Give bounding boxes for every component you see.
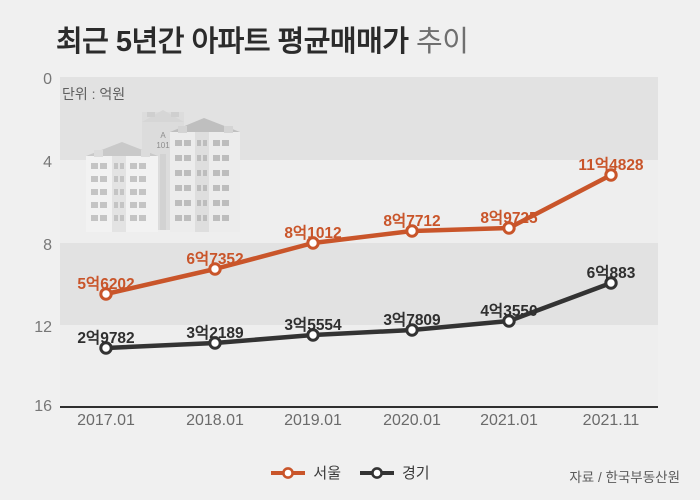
data-label-gyeonggi: 3억2189: [186, 325, 244, 342]
y-axis-tick-label: 16: [34, 398, 52, 415]
data-label-gyeonggi: 3억5554: [284, 317, 342, 334]
data-label-seoul: 8억9725: [480, 210, 538, 227]
data-label-gyeonggi: 3억7809: [383, 312, 441, 329]
x-axis-tick-label: 2019.01: [284, 412, 342, 429]
legend-item-gyeonggi[interactable]: 경기: [359, 462, 430, 483]
legend: 서울 경기: [0, 462, 700, 483]
data-label-seoul: 5억6202: [77, 276, 135, 293]
page-title: 최근 5년간 아파트 평균매매가 추이: [56, 18, 469, 60]
legend-item-seoul[interactable]: 서울: [270, 462, 341, 483]
legend-label-seoul: 서울: [313, 465, 341, 482]
data-label-seoul: 6억7352: [186, 251, 244, 268]
source-credit: 자료 / 한국부동산원: [569, 470, 680, 485]
x-axis-tick-label: 2021.01: [480, 412, 538, 429]
y-axis-tick-label: 12: [34, 319, 52, 336]
data-label-gyeonggi: 6억883: [586, 265, 636, 282]
legend-marker-gyeonggi-icon: [360, 466, 394, 479]
x-axis-tick-label: 2020.01: [383, 412, 441, 429]
x-axis-tick-label: 2018.01: [186, 412, 244, 429]
title-main-text: 최근 5년간 아파트 평균매매가: [56, 26, 417, 58]
apartment-illustration-icon: A 101: [86, 110, 240, 232]
data-label-seoul: 11억4828: [578, 157, 644, 174]
legend-marker-seoul-icon: [271, 466, 306, 479]
data-label-seoul: 8억7712: [383, 213, 441, 230]
x-axis-tick-label: 2017.01: [77, 412, 135, 429]
unit-label: 단위 : 억원: [62, 86, 126, 102]
building-sign-letter: A: [160, 131, 166, 140]
y-axis-tick-label: 0: [43, 71, 52, 88]
title-light-text: 추이: [416, 26, 469, 58]
y-axis-tick-label: 4: [43, 154, 52, 171]
background-band: [60, 243, 658, 325]
x-axis-line: [60, 406, 658, 408]
background-band: [60, 325, 658, 406]
building-sign-number: 101: [156, 141, 170, 150]
data-label-gyeonggi: 2억9782: [77, 330, 135, 347]
data-label-seoul: 8억1012: [284, 225, 342, 242]
legend-label-gyeonggi: 경기: [402, 465, 430, 482]
x-axis-tick-label: 2021.11: [582, 412, 640, 429]
data-label-gyeonggi: 4억3550: [480, 303, 538, 320]
y-axis-tick-label: 8: [43, 237, 52, 254]
